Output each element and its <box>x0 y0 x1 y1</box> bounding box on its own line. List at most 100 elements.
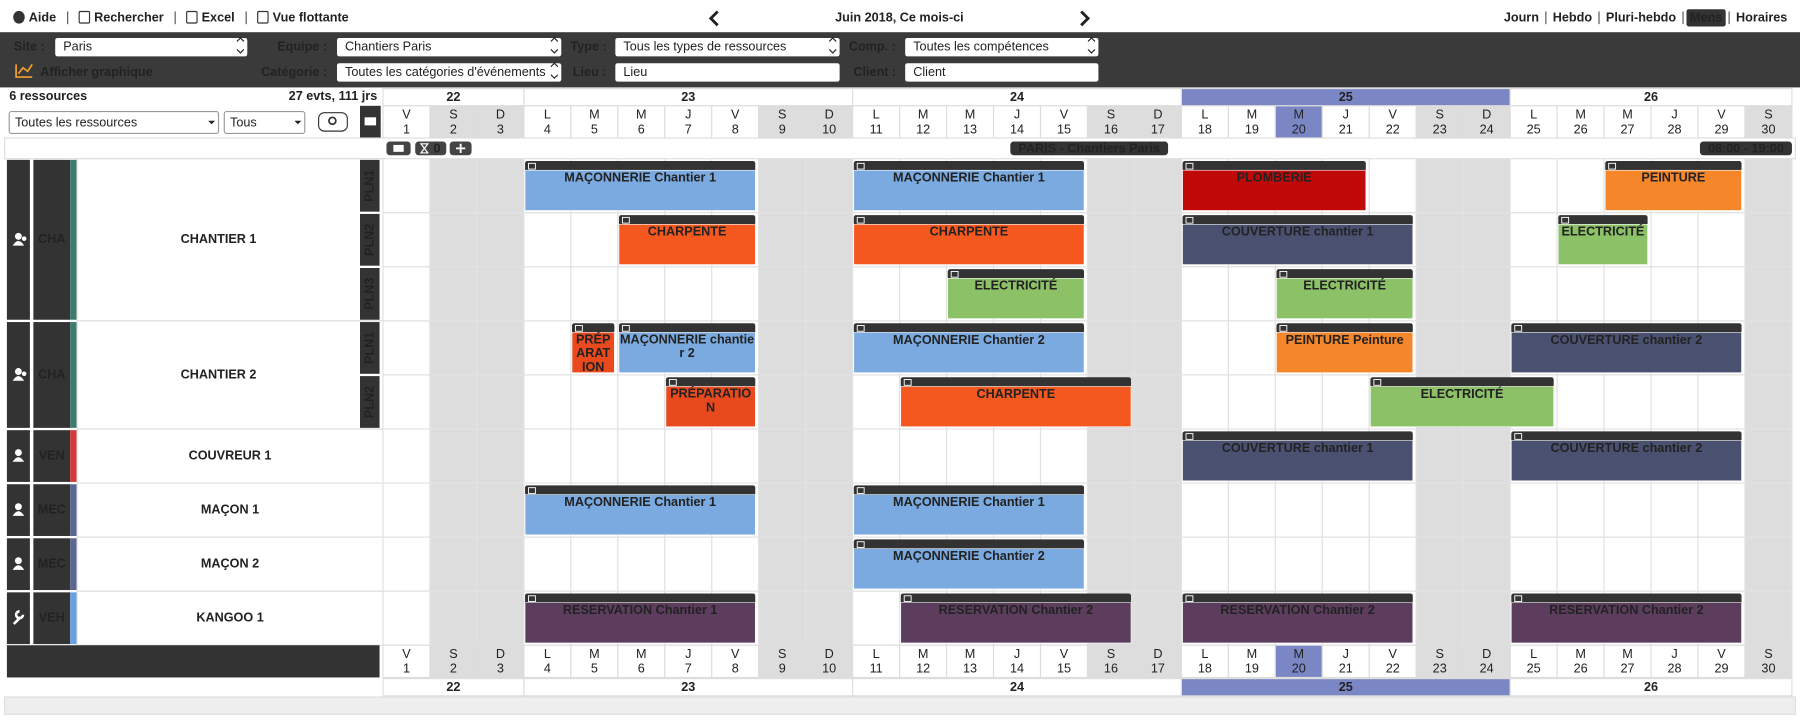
day-number: 24 <box>1480 122 1494 136</box>
event-header[interactable] <box>618 215 756 226</box>
event-header[interactable] <box>853 323 1085 334</box>
day-cell <box>1697 644 1746 679</box>
event-header[interactable] <box>900 593 1131 604</box>
search-button[interactable] <box>318 112 348 132</box>
select[interactable] <box>615 37 840 57</box>
prev-arrow[interactable] <box>708 10 719 27</box>
event-header[interactable] <box>947 269 1085 280</box>
event[interactable] <box>1604 169 1742 211</box>
grid-cell <box>1415 266 1464 322</box>
toolbar-link[interactable]: Rechercher <box>94 11 164 25</box>
event[interactable] <box>618 223 756 265</box>
view-link[interactable]: Pluri-hebdo <box>1606 11 1676 25</box>
event-header[interactable] <box>1605 161 1742 172</box>
event[interactable] <box>853 548 1085 590</box>
event-header[interactable] <box>1276 323 1413 334</box>
event[interactable] <box>1276 332 1414 373</box>
event-header[interactable] <box>853 485 1085 496</box>
event-header[interactable] <box>1511 593 1742 604</box>
event[interactable] <box>1511 440 1742 482</box>
event-header[interactable] <box>1370 377 1554 388</box>
event[interactable] <box>524 602 756 644</box>
day-letter: L <box>873 647 880 661</box>
input[interactable] <box>615 63 840 82</box>
event-header[interactable] <box>525 485 756 496</box>
event-header[interactable] <box>853 215 1085 226</box>
grid-cell <box>1650 212 1699 268</box>
graph-link[interactable]: Afficher graphique <box>40 65 152 79</box>
event[interactable] <box>1182 223 1414 265</box>
view-link[interactable]: Hebdo <box>1553 11 1593 25</box>
event-header[interactable] <box>1182 593 1413 604</box>
select[interactable] <box>336 37 562 57</box>
toolbar-link[interactable]: Vue flottante <box>273 11 349 25</box>
view-link[interactable]: Horaires <box>1736 11 1787 25</box>
event-header[interactable] <box>853 161 1085 172</box>
input[interactable] <box>905 63 1099 82</box>
event[interactable] <box>900 386 1132 428</box>
event-header[interactable] <box>1182 215 1413 226</box>
grid-cell <box>382 482 431 538</box>
toolbar-link[interactable]: Excel <box>202 11 235 25</box>
event[interactable] <box>1557 223 1648 265</box>
event[interactable] <box>1182 169 1367 211</box>
event[interactable] <box>853 169 1085 211</box>
event[interactable] <box>1511 332 1742 373</box>
event-header[interactable] <box>1276 269 1413 280</box>
event[interactable] <box>618 332 756 373</box>
event-header[interactable] <box>525 161 756 172</box>
grid-cell <box>523 320 572 376</box>
event[interactable] <box>524 494 756 536</box>
event-header-icon <box>1608 162 1617 170</box>
grid-cell <box>382 320 431 376</box>
event[interactable] <box>524 169 756 211</box>
waiting-button[interactable] <box>415 141 447 156</box>
toolbar-link[interactable]: Aide <box>29 11 56 25</box>
day-letter: J <box>1343 107 1349 121</box>
event[interactable] <box>853 332 1085 373</box>
event-label: MAÇONNERIE Chantier 2 <box>893 549 1045 563</box>
event[interactable] <box>1182 602 1414 644</box>
event[interactable] <box>853 494 1085 536</box>
event-header-icon <box>575 325 583 332</box>
day-letter: L <box>1201 647 1208 661</box>
grid-cell <box>1556 536 1605 592</box>
event-header[interactable] <box>1511 323 1742 334</box>
event-header[interactable] <box>665 377 756 388</box>
grid-cell <box>1744 374 1793 430</box>
grid-cell <box>805 536 854 592</box>
event-header[interactable] <box>853 539 1085 550</box>
filter-label: Client : <box>853 65 896 79</box>
grid-cell <box>382 266 431 322</box>
grid-cell <box>476 482 525 538</box>
next-arrow[interactable] <box>1080 10 1091 27</box>
event-header[interactable] <box>1182 161 1366 172</box>
event[interactable] <box>853 223 1085 265</box>
select[interactable] <box>336 63 562 82</box>
event[interactable] <box>665 386 756 428</box>
event[interactable] <box>900 602 1132 644</box>
event[interactable] <box>571 332 615 373</box>
filter-bar <box>0 32 1800 88</box>
select[interactable] <box>905 37 1099 57</box>
view-link[interactable]: Mens <box>1690 11 1722 25</box>
select-value: Chantiers Paris <box>345 40 431 54</box>
event-header[interactable] <box>1511 431 1742 442</box>
event-header[interactable] <box>900 377 1131 388</box>
event-header[interactable] <box>525 593 756 604</box>
event[interactable] <box>1511 602 1742 644</box>
select[interactable] <box>55 37 248 57</box>
event-header[interactable] <box>1558 215 1648 226</box>
event[interactable] <box>947 278 1085 319</box>
event-header[interactable] <box>1182 431 1413 442</box>
event-header[interactable] <box>618 323 756 334</box>
day-number: 10 <box>822 662 836 676</box>
grid-cell <box>1697 212 1746 268</box>
select[interactable] <box>223 110 306 134</box>
event[interactable] <box>1370 386 1554 428</box>
event[interactable] <box>1276 278 1414 319</box>
event[interactable] <box>1182 440 1414 482</box>
line-label: PLN1 <box>363 170 377 202</box>
view-link[interactable]: Journ <box>1504 11 1539 25</box>
select[interactable] <box>8 110 220 134</box>
